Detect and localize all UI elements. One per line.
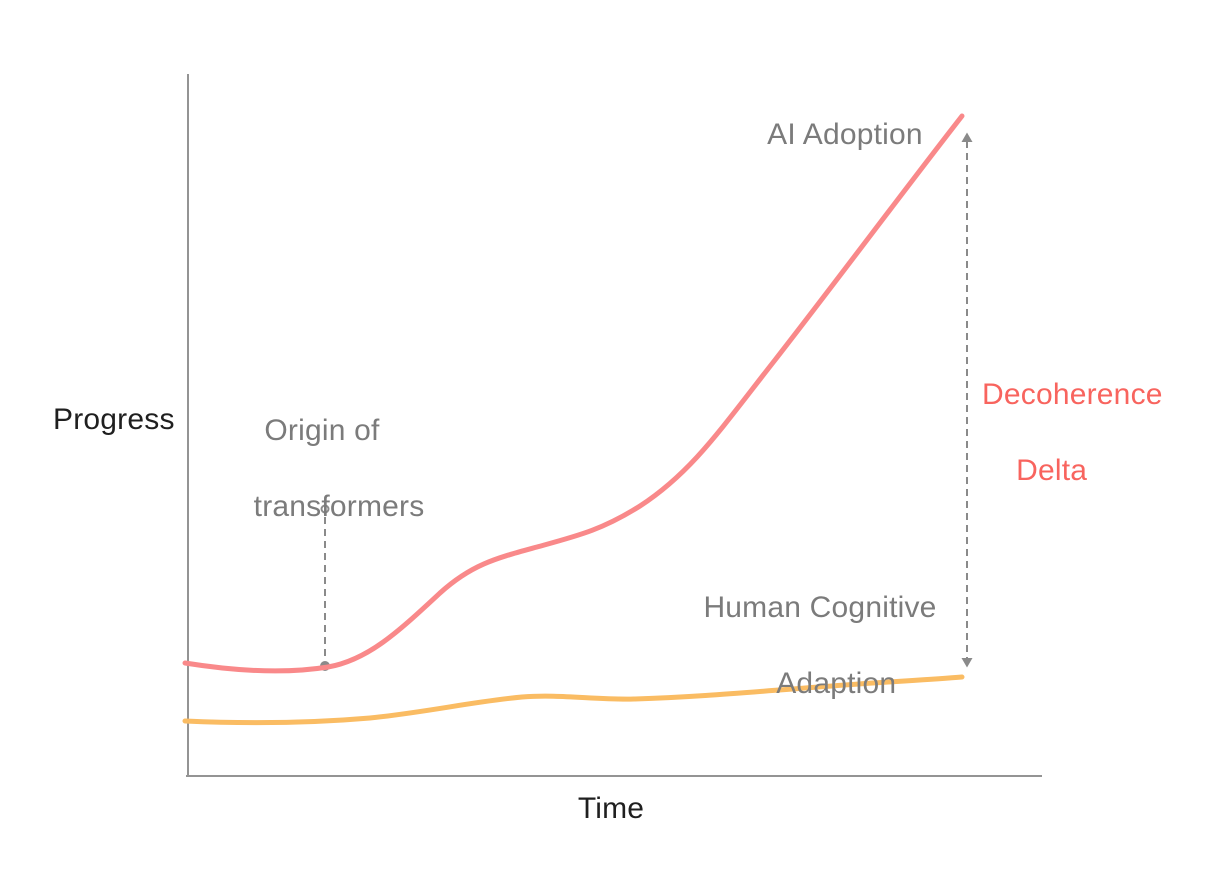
origin-of-transformers-label: Origin of transformers — [220, 412, 425, 526]
delta-label-line1: Decoherence — [982, 378, 1163, 411]
decoherence-delta-label: Decoherence Delta — [982, 376, 1163, 490]
y-axis-label: Progress — [53, 403, 175, 436]
delta-arrowhead-down-icon — [961, 658, 973, 668]
delta-arrowhead-up-icon — [961, 132, 973, 142]
ai-adoption-curve — [182, 113, 965, 674]
human-label-line2: Adaption — [776, 667, 897, 700]
human-cognitive-adaption-curve — [182, 674, 965, 726]
origin-label-line1: Origin of — [264, 414, 380, 447]
x-axis-label: Time — [577, 792, 645, 825]
origin-ring-marker — [320, 504, 330, 514]
delta-label-line2: Delta — [1016, 454, 1088, 487]
human-label-line1: Human Cognitive — [703, 591, 937, 624]
origin-label-line2: transformers — [253, 490, 425, 523]
ai-adoption-series-label: AI Adoption — [767, 118, 923, 151]
human-cognitive-adaption-series-label: Human Cognitive Adaption — [703, 589, 936, 703]
